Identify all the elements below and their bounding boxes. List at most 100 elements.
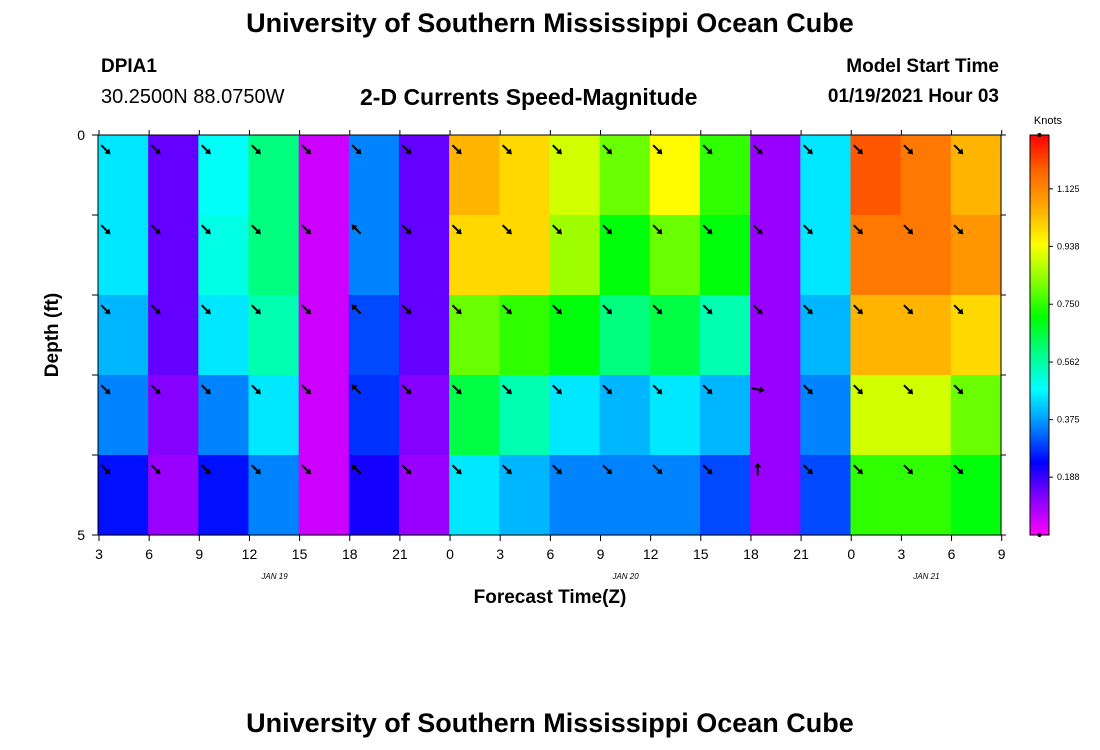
direction-arrow — [200, 224, 211, 235]
direction-arrow — [552, 384, 562, 395]
current-direction-arrows — [100, 144, 964, 476]
direction-arrow — [200, 464, 211, 475]
arrow-head — [957, 388, 964, 395]
y-tick-label: 5 — [77, 527, 85, 543]
heatmap-cell — [549, 135, 601, 216]
arrow-head — [856, 468, 863, 475]
arrow-head — [305, 468, 312, 475]
direction-arrow — [752, 144, 763, 155]
heatmap-cell — [248, 295, 300, 376]
direction-arrow — [501, 384, 512, 395]
x-tick-label: 21 — [793, 546, 809, 562]
direction-arrow — [301, 384, 312, 395]
heatmap-cell — [499, 295, 551, 376]
direction-arrow — [150, 464, 161, 475]
heatmap-cell — [850, 295, 902, 376]
colorbar-tick-label: 0.375 — [1057, 415, 1080, 425]
direction-arrow — [652, 144, 663, 155]
y-axis-ticks: 05 — [77, 127, 1006, 543]
direction-arrow — [752, 224, 763, 235]
heatmap-cell — [98, 295, 149, 376]
direction-arrow — [251, 224, 261, 235]
heatmap-cell — [599, 135, 651, 216]
direction-arrow — [100, 144, 111, 155]
arrow-head — [254, 308, 261, 315]
heatmap-cell — [98, 455, 149, 536]
heatmap-cell — [850, 135, 902, 216]
heatmap-cell — [499, 135, 551, 216]
arrow-head — [355, 148, 362, 155]
heatmap-cell — [248, 215, 300, 296]
x-tick-label: 12 — [643, 546, 659, 562]
arrow-head — [756, 308, 763, 315]
arrow-head — [907, 148, 914, 155]
heatmap-cell — [649, 455, 701, 536]
heatmap-cell — [348, 135, 400, 216]
direction-arrow — [853, 224, 863, 235]
heatmap-cell — [399, 375, 450, 456]
heatmap-cell — [750, 215, 801, 296]
date-label: JAN 21 — [912, 572, 939, 581]
direction-arrow — [351, 464, 362, 475]
direction-arrow — [501, 224, 512, 235]
direction-arrow — [702, 304, 713, 315]
direction-arrow — [853, 464, 863, 475]
direction-arrow — [451, 464, 462, 475]
heatmap-cell — [750, 295, 801, 376]
arrow-head — [505, 148, 512, 155]
arrow-head — [606, 148, 613, 155]
direction-arrow — [752, 304, 763, 315]
x-tick-label: 6 — [546, 546, 554, 562]
direction-arrow — [401, 304, 412, 315]
colorbar-top-dot — [1037, 133, 1042, 137]
arrow-head — [656, 148, 663, 155]
x-tick-label: 6 — [948, 546, 956, 562]
arrow-head — [254, 228, 261, 235]
heatmap-cell — [900, 215, 952, 296]
heatmap-cell — [298, 375, 350, 456]
direction-arrow — [401, 384, 412, 395]
arrow-head — [957, 148, 964, 155]
direction-arrow — [351, 304, 362, 315]
arrow-head — [856, 148, 863, 155]
heatmap-cell — [449, 455, 500, 536]
colorbar-bottom-dot — [1037, 533, 1042, 537]
x-tick-label: 9 — [597, 546, 605, 562]
direction-arrow — [802, 224, 813, 235]
arrow-head — [104, 228, 111, 235]
direction-arrow — [552, 464, 562, 475]
heatmap-cell — [800, 455, 852, 536]
heatmap-cell — [649, 375, 701, 456]
direction-arrow — [702, 144, 713, 155]
arrow-head — [555, 468, 562, 475]
direction-arrow — [301, 304, 312, 315]
direction-arrow — [501, 464, 512, 475]
heatmap-cell — [800, 375, 852, 456]
x-tick-label: 21 — [392, 546, 408, 562]
colorbar-ticks: 0.188 0.375 0.562 0.750 0.938 1.125 — [1037, 133, 1080, 537]
direction-arrow — [953, 224, 964, 235]
heatmap-cell — [248, 375, 300, 456]
arrow-head — [759, 386, 765, 394]
heatmap-cell — [750, 135, 801, 216]
arrow-head — [754, 462, 762, 468]
arrow-head — [907, 228, 914, 235]
direction-arrow — [953, 464, 964, 475]
heatmap-cell — [348, 215, 400, 296]
arrow-head — [305, 308, 312, 315]
heatmap-cell — [449, 215, 500, 296]
arrow-head — [806, 228, 813, 235]
arrow-head — [806, 308, 813, 315]
heatmap-cell — [148, 375, 199, 456]
heatmap-cell — [599, 295, 651, 376]
heatmap-cell — [649, 295, 701, 376]
direction-arrow — [702, 464, 713, 475]
direction-arrow — [802, 304, 813, 315]
arrow-head — [505, 228, 512, 235]
direction-arrow — [150, 304, 161, 315]
heatmap-cell — [399, 215, 450, 296]
arrow-head — [856, 308, 863, 315]
direction-arrow — [702, 224, 713, 235]
direction-arrow — [602, 224, 613, 235]
colorbar-units: Knots — [1034, 115, 1063, 127]
